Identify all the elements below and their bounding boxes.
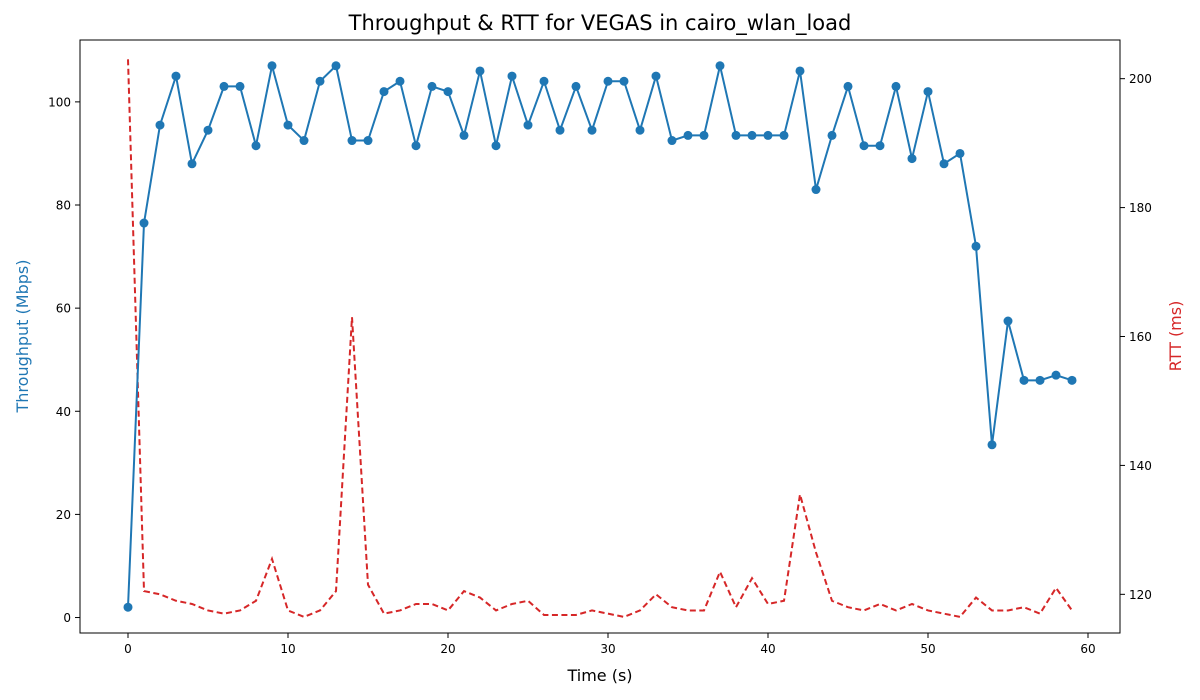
throughput-point	[731, 130, 741, 140]
plot-frame	[79, 39, 1121, 634]
y-tick-label: 20	[56, 508, 71, 522]
throughput-point	[987, 440, 997, 450]
throughput-point	[827, 130, 837, 140]
throughput-point	[299, 136, 309, 146]
throughput-point	[171, 71, 181, 81]
throughput-point	[315, 76, 325, 86]
y2-axis-title: RTT (ms)	[1166, 301, 1185, 372]
throughput-point	[475, 66, 485, 76]
throughput-point	[699, 130, 709, 140]
throughput-point	[1035, 375, 1045, 385]
throughput-point	[251, 141, 261, 151]
plot-area: 0 10 20 30 40 50 60 0 20 40 60 80 100 120 140 160 180 200	[48, 59, 1152, 656]
y2-tick-label: 180	[1129, 201, 1152, 215]
x-tick-label: 40	[760, 642, 775, 656]
throughput-point	[939, 159, 949, 169]
throughput-point	[155, 120, 165, 130]
throughput-point	[235, 81, 245, 91]
throughput-point	[843, 81, 853, 91]
throughput-point	[347, 136, 357, 146]
throughput-point	[539, 76, 549, 86]
throughput-point	[587, 125, 597, 135]
throughput-point	[747, 130, 757, 140]
y-tick-label: 0	[63, 611, 71, 625]
throughput-point	[379, 87, 389, 97]
x-axis-title: Time (s)	[566, 666, 632, 685]
throughput-point	[795, 66, 805, 76]
throughput-point	[491, 141, 501, 151]
throughput-point	[667, 136, 677, 146]
throughput-point	[635, 125, 645, 135]
throughput-point	[123, 602, 133, 612]
x-tick-label: 50	[920, 642, 935, 656]
throughput-point	[203, 125, 213, 135]
y-tick-label: 40	[56, 405, 71, 419]
y2-tick-label: 120	[1129, 588, 1152, 602]
y-tick-label: 100	[48, 95, 71, 109]
y2-tick-label: 160	[1129, 330, 1152, 344]
throughput-point	[411, 141, 421, 151]
y2-tick-label: 140	[1129, 459, 1152, 473]
x-tick-label: 10	[280, 642, 295, 656]
throughput-point	[523, 120, 533, 130]
throughput-point	[555, 125, 565, 135]
chart-title: Throughput & RTT for VEGAS in cairo_wlan…	[348, 11, 852, 36]
throughput-point	[1003, 316, 1013, 326]
throughput-point	[763, 130, 773, 140]
throughput-point	[619, 76, 629, 86]
throughput-point	[955, 148, 965, 158]
x-tick-label: 20	[440, 642, 455, 656]
throughput-point	[1019, 375, 1029, 385]
throughput-point	[395, 76, 405, 86]
throughput-point	[907, 154, 917, 164]
throughput-point	[715, 61, 725, 71]
throughput-point	[507, 71, 517, 81]
throughput-point	[683, 130, 693, 140]
throughput-point	[779, 130, 789, 140]
throughput-point	[331, 61, 341, 71]
x-tick-label: 60	[1080, 642, 1095, 656]
throughput-series-line	[127, 63, 1073, 608]
throughput-point	[875, 141, 885, 151]
throughput-point	[363, 136, 373, 146]
throughput-point	[187, 159, 197, 169]
rtt-series-line	[127, 59, 1073, 618]
throughput-point	[923, 87, 933, 97]
throughput-point	[603, 76, 613, 86]
throughput-point	[1067, 375, 1077, 385]
throughput-point	[219, 81, 229, 91]
throughput-point	[651, 71, 661, 81]
throughput-point	[427, 81, 437, 91]
y-axis-title: Throughput (Mbps)	[13, 260, 32, 414]
throughput-point	[891, 81, 901, 91]
y-tick-label: 80	[56, 199, 71, 213]
throughput-point	[1051, 370, 1061, 380]
y-tick-label: 60	[56, 302, 71, 316]
throughput-point	[283, 120, 293, 130]
throughput-point	[459, 130, 469, 140]
throughput-point	[859, 141, 869, 151]
y2-tick-label: 200	[1129, 72, 1152, 86]
throughput-point	[971, 241, 981, 251]
throughput-point	[267, 61, 277, 71]
throughput-point	[811, 185, 821, 195]
x-tick-label: 0	[124, 642, 132, 656]
throughput-point	[139, 218, 149, 228]
throughput-point	[443, 87, 453, 97]
x-tick-label: 30	[600, 642, 615, 656]
throughput-point	[571, 81, 581, 91]
